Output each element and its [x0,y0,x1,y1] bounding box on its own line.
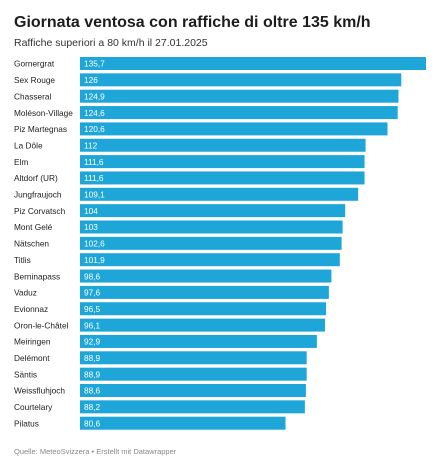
category-label: Piz Corvatsch [14,206,66,216]
category-label: Chasseral [14,91,52,101]
bar [80,367,307,381]
bar-row: Vaduz 97,6 [14,285,329,299]
value-label: 124,6 [84,108,105,118]
category-label: Moléson-Village [14,108,73,118]
value-label: 126 [84,75,98,85]
category-label: Jungfraujoch [14,190,62,200]
value-label: 120,6 [84,124,105,134]
bar-row: Piz Corvatsch 104 [14,204,346,218]
value-label: 88,6 [84,386,101,396]
value-label: 96,5 [84,304,101,314]
bar [80,236,342,250]
chart-source-note: Quelle: MeteoSvizzera • Erstellt mit Dat… [14,447,177,456]
bar-row: Oron-le-Châtel 96,1 [14,318,326,332]
bar-row: Berninapass 98,6 [14,269,332,283]
bar-chart: Gornergrat 135,7 Sex Rouge 126 Chasseral 124,… [14,57,426,430]
category-label: Gornergrat [14,59,55,69]
value-label: 103 [84,222,98,232]
bar-row: Meiringen 92,9 [14,334,317,348]
bar [80,220,343,234]
value-label: 88,9 [84,353,101,363]
value-label: 109,1 [84,190,105,200]
bar [80,302,327,316]
bar-row: Mont Gelé 103 [14,220,343,234]
chart-title: Giornata ventosa con raffiche di oltre 1… [14,14,371,31]
value-label: 98,6 [84,271,101,281]
category-label: Delémont [14,353,50,363]
value-label: 97,6 [84,288,101,298]
category-label: Säntis [14,369,37,379]
bar-row: Chasseral 124,9 [14,89,399,103]
category-label: Sex Rouge [14,75,55,85]
bar [80,57,426,70]
bar [80,269,332,283]
bar [80,334,317,348]
bar [80,155,365,169]
category-label: La Dôle [14,140,43,150]
bar [80,138,366,152]
value-label: 111,6 [84,173,104,183]
value-label: 80,6 [84,418,101,428]
bar-row: Altdorf (UR) 111,6 [14,171,365,185]
category-label: Nätschen [14,239,49,249]
category-label: Titlis [14,255,31,265]
bar [80,204,346,218]
bar [80,318,326,332]
bar [80,416,286,430]
category-label: Courtelary [14,402,53,412]
bar-row: Courtelary 88,2 [14,400,305,414]
bar-row: Elm 111,6 [14,155,365,169]
value-label: 102,6 [84,239,105,249]
category-label: Mont Gelé [14,222,53,232]
value-label: 88,2 [84,402,101,412]
bar [80,89,399,103]
bar-row: Piz Martegnas 120,6 [14,122,388,136]
category-label: Altdorf (UR) [14,173,58,183]
bar-row: Jungfraujoch 109,1 [14,187,359,201]
category-label: Vaduz [14,288,37,298]
bar-row: Weissfluhjoch 88,6 [14,384,306,397]
bar [80,106,398,120]
value-label: 96,1 [84,320,101,330]
value-label: 104 [84,206,98,216]
value-label: 135,7 [84,59,105,69]
value-label: 124,9 [84,91,105,101]
bar-row: Säntis 88,9 [14,367,307,381]
bar-row: Titlis 101,9 [14,253,340,267]
category-label: Pilatus [14,418,39,428]
category-label: Meiringen [14,337,51,347]
value-label: 111,6 [84,157,104,167]
bar-row: Delémont 88,9 [14,351,307,365]
bar-row: Gornergrat 135,7 [14,57,426,70]
value-label: 92,9 [84,337,101,347]
value-label: 101,9 [84,255,105,265]
category-label: Evionnaz [14,304,48,314]
bar [80,351,307,365]
category-label: Piz Martegnas [14,124,67,134]
bar-row: Sex Rouge 126 [14,73,402,87]
value-label: 112 [84,140,98,150]
category-label: Berninapass [14,271,60,281]
chart-subtitle: Raffiche superiori a 80 km/h il 27.01.20… [14,37,208,49]
bar-row: Evionnaz 96,5 [14,302,327,316]
bar [80,122,388,136]
bar [80,400,305,414]
category-label: Elm [14,157,28,167]
category-label: Oron-le-Châtel [14,320,69,330]
bar-row: La Dôle 112 [14,138,366,152]
bar [80,171,365,185]
bar-row: Nätschen 102,6 [14,236,342,250]
value-label: 88,9 [84,369,101,379]
bar-row: Moléson-Village 124,6 [14,106,398,120]
bar [80,384,306,397]
bar [80,285,329,299]
bar [80,253,340,267]
category-label: Weissfluhjoch [14,386,65,396]
bar-row: Pilatus 80,6 [14,416,286,430]
bar [80,187,359,201]
bar [80,73,402,87]
